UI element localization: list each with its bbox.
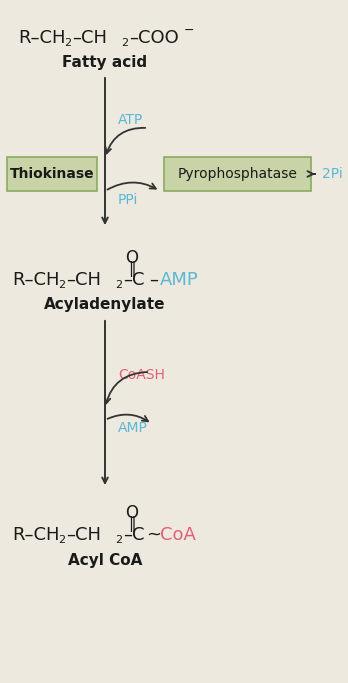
Text: O: O (126, 249, 139, 267)
Text: –: – (149, 271, 158, 289)
Text: ATP: ATP (118, 113, 143, 127)
Text: R–CH: R–CH (18, 29, 65, 47)
Text: CoA: CoA (160, 526, 196, 544)
FancyBboxPatch shape (164, 157, 311, 191)
Text: 2: 2 (58, 280, 65, 290)
Text: O: O (126, 504, 139, 522)
FancyBboxPatch shape (7, 157, 97, 191)
Text: PPi: PPi (118, 193, 139, 207)
Text: −: − (184, 23, 195, 36)
Text: ‖: ‖ (128, 516, 136, 532)
Text: 2: 2 (121, 38, 128, 48)
Text: Fatty acid: Fatty acid (62, 55, 148, 70)
Text: ~: ~ (146, 526, 161, 544)
Text: Pyrophosphatase: Pyrophosphatase (177, 167, 298, 181)
Text: 2: 2 (64, 38, 71, 48)
Text: –C: –C (123, 526, 144, 544)
Text: Thiokinase: Thiokinase (10, 167, 94, 181)
Text: –C: –C (123, 271, 144, 289)
Text: 2: 2 (58, 535, 65, 545)
Text: 2: 2 (115, 535, 122, 545)
Text: R–CH: R–CH (12, 526, 60, 544)
Text: CoASH: CoASH (118, 368, 165, 382)
Text: –CH: –CH (66, 271, 101, 289)
Text: –CH: –CH (72, 29, 107, 47)
Text: Acyl CoA: Acyl CoA (68, 553, 142, 568)
Text: 2Pi: 2Pi (322, 167, 343, 181)
Text: AMP: AMP (118, 421, 148, 435)
Text: 2: 2 (115, 280, 122, 290)
Text: –CH: –CH (66, 526, 101, 544)
Text: R–CH: R–CH (12, 271, 60, 289)
Text: ‖: ‖ (128, 261, 136, 277)
Text: AMP: AMP (160, 271, 199, 289)
Text: Acyladenylate: Acyladenylate (44, 298, 166, 313)
Text: –COO: –COO (129, 29, 179, 47)
